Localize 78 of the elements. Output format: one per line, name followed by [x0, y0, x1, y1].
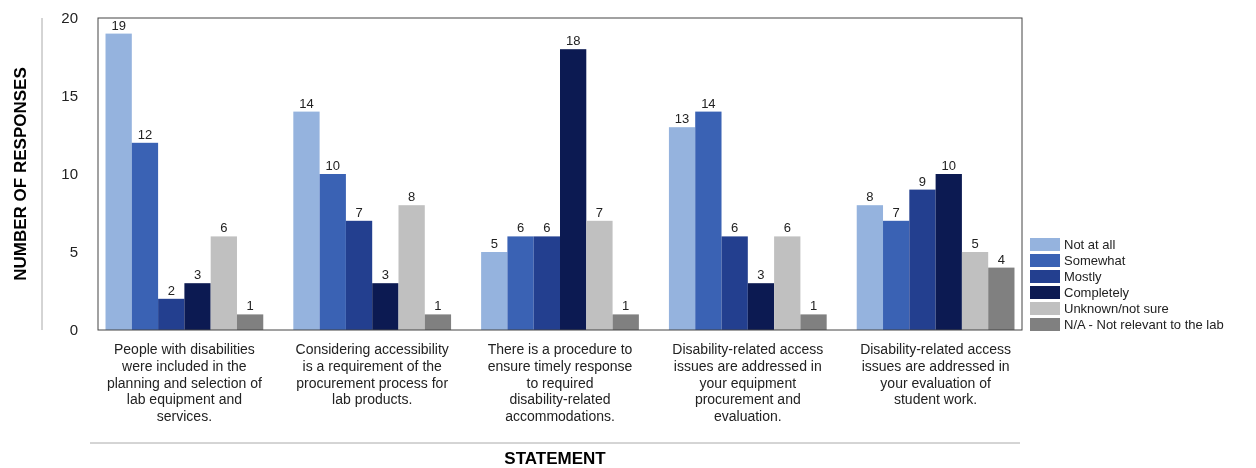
data-label: 14 [299, 95, 314, 111]
data-label: 1 [622, 298, 630, 314]
data-label: 2 [167, 282, 175, 298]
bar [935, 174, 962, 330]
y-tick-label: 15 [61, 87, 78, 105]
data-label: 8 [866, 189, 874, 205]
data-label: 3 [381, 267, 389, 283]
bar [695, 111, 722, 330]
data-label: 9 [918, 173, 927, 189]
data-label: 6 [783, 220, 791, 236]
data-label: 6 [731, 220, 739, 236]
bar [210, 236, 237, 330]
x-tick-label: People with disabilities were included in the planning and selection of lab equipment and services. [106, 340, 262, 425]
x-axis-title: STATEMENT [504, 449, 607, 468]
data-label: 6 [516, 220, 525, 236]
data-label: 7 [595, 204, 604, 220]
bar [747, 283, 775, 330]
bar [533, 236, 560, 330]
bar [424, 314, 452, 330]
bar [560, 49, 587, 330]
bar [774, 236, 801, 330]
bar [856, 205, 884, 330]
data-label: 12 [137, 126, 153, 142]
bar [158, 298, 185, 330]
bar [372, 283, 399, 330]
x-tick-label: Considering accessibility is a requirement of the procurement process for lab products. [295, 340, 449, 408]
bar [105, 33, 132, 330]
data-label: 1 [434, 298, 442, 314]
bar [345, 220, 373, 330]
data-label: 8 [408, 189, 416, 205]
legend-label: Mostly [1064, 269, 1103, 284]
bar [586, 220, 613, 330]
data-label: 10 [325, 158, 340, 173]
bar [883, 220, 910, 330]
y-tick-label: 10 [61, 165, 78, 183]
data-label: 13 [674, 111, 690, 127]
data-label: 3 [757, 267, 765, 283]
data-label: 1 [809, 298, 818, 314]
bar [961, 252, 989, 330]
data-label: 5 [490, 236, 498, 251]
data-label: 18 [565, 33, 581, 49]
bar [319, 174, 346, 330]
data-label: 5 [971, 236, 979, 251]
bar [721, 236, 748, 330]
legend-label: N/A - Not relevant to the lab [1064, 317, 1224, 332]
legend-label: Not at all [1064, 237, 1116, 252]
legend-label: Completely [1064, 285, 1130, 300]
bar [909, 189, 936, 330]
y-tick-label: 20 [61, 9, 78, 27]
data-label: 6 [543, 220, 551, 236]
x-tick-label: Disability-related access issues are addressed in your equipment procurement and evaluation. [672, 340, 824, 425]
bar [507, 236, 534, 330]
data-label: 19 [111, 17, 126, 33]
bar [612, 314, 639, 330]
data-label: 10 [941, 158, 956, 173]
data-label: 1 [246, 298, 254, 314]
bar [398, 205, 425, 330]
x-tick-label: There is a procedure to ensure timely response to required disability-related accommodations. [487, 340, 633, 425]
y-tick-label: 0 [69, 321, 78, 339]
bar [293, 111, 320, 330]
bar [236, 314, 264, 330]
bar [184, 283, 211, 330]
data-label: 3 [193, 267, 202, 283]
data-label: 14 [701, 95, 716, 111]
bar [481, 252, 508, 330]
data-label: 7 [355, 204, 363, 220]
data-label: 7 [892, 204, 900, 220]
legend-label: Unknown/not sure [1064, 301, 1169, 316]
data-label: 4 [997, 251, 1005, 267]
x-tick-label: Disability-related access issues are addressed in your evaluation of student work. [860, 340, 1012, 408]
bar [131, 142, 159, 330]
data-label: 6 [220, 220, 228, 236]
bar [988, 267, 1015, 330]
bar [668, 127, 696, 330]
y-tick-label: 5 [69, 243, 78, 261]
y-axis-title: NUMBER OF RESPONSES [11, 67, 30, 281]
legend-label: Somewhat [1064, 253, 1126, 268]
bar [800, 314, 827, 330]
